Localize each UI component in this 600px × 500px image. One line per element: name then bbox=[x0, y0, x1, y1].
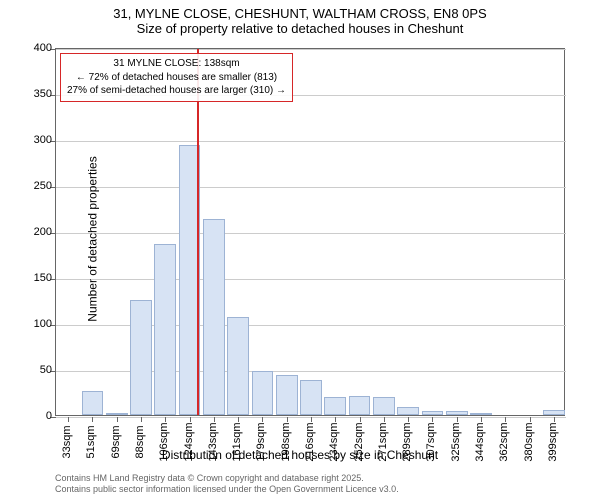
chart-container: 31, MYLNE CLOSE, CHESHUNT, WALTHAM CROSS… bbox=[0, 0, 600, 500]
marker-line bbox=[197, 49, 199, 415]
x-tick-label: 271sqm bbox=[377, 422, 389, 461]
x-tick-label: 252sqm bbox=[353, 422, 365, 461]
bar bbox=[470, 413, 492, 415]
x-tick-label: 124sqm bbox=[183, 422, 195, 461]
bar bbox=[276, 375, 298, 415]
x-tick-mark bbox=[287, 417, 288, 422]
y-tick-label: 100 bbox=[34, 318, 52, 330]
x-tick-mark bbox=[505, 417, 506, 422]
x-tick-mark bbox=[408, 417, 409, 422]
x-tick-label: 198sqm bbox=[280, 422, 292, 461]
footer-line-1: Contains HM Land Registry data © Crown c… bbox=[55, 473, 399, 485]
annotation-line-1: 31 MYLNE CLOSE: 138sqm bbox=[67, 57, 286, 71]
x-tick-mark bbox=[335, 417, 336, 422]
x-tick-mark bbox=[262, 417, 263, 422]
x-tick-label: 325sqm bbox=[450, 422, 462, 461]
bar bbox=[82, 391, 104, 415]
y-tick-label: 200 bbox=[34, 226, 52, 238]
x-tick-mark bbox=[530, 417, 531, 422]
x-tick-mark bbox=[92, 417, 93, 422]
x-tick-label: 234sqm bbox=[328, 422, 340, 461]
gridline bbox=[56, 141, 566, 142]
bar bbox=[154, 244, 176, 415]
x-tick-label: 69sqm bbox=[110, 425, 122, 458]
bar bbox=[227, 317, 249, 415]
gridline bbox=[56, 233, 566, 234]
bar bbox=[324, 397, 346, 415]
bar bbox=[130, 300, 152, 415]
title-line-1: 31, MYLNE CLOSE, CHESHUNT, WALTHAM CROSS… bbox=[0, 6, 600, 21]
x-tick-label: 307sqm bbox=[425, 422, 437, 461]
x-tick-mark bbox=[68, 417, 69, 422]
y-tick-label: 400 bbox=[34, 42, 52, 54]
y-tick-label: 150 bbox=[34, 272, 52, 284]
x-tick-label: 179sqm bbox=[255, 422, 267, 461]
x-tick-mark bbox=[481, 417, 482, 422]
x-tick-mark bbox=[165, 417, 166, 422]
x-tick-mark bbox=[190, 417, 191, 422]
x-tick-mark bbox=[141, 417, 142, 422]
x-tick-label: 33sqm bbox=[61, 425, 73, 458]
x-tick-mark bbox=[384, 417, 385, 422]
bar bbox=[397, 407, 419, 415]
x-tick-label: 362sqm bbox=[498, 422, 510, 461]
plot-area bbox=[55, 48, 565, 416]
y-tick-label: 250 bbox=[34, 180, 52, 192]
gridline bbox=[56, 49, 566, 50]
x-tick-mark bbox=[214, 417, 215, 422]
x-tick-label: 216sqm bbox=[304, 422, 316, 461]
x-tick-label: 380sqm bbox=[523, 422, 535, 461]
annotation-line-3: 27% of semi-detached houses are larger (… bbox=[67, 84, 286, 98]
x-tick-mark bbox=[311, 417, 312, 422]
x-tick-label: 88sqm bbox=[134, 425, 146, 458]
bar bbox=[300, 380, 322, 415]
gridline bbox=[56, 279, 566, 280]
x-tick-mark bbox=[554, 417, 555, 422]
y-tick-label: 300 bbox=[34, 134, 52, 146]
bar bbox=[106, 413, 128, 415]
x-tick-mark bbox=[457, 417, 458, 422]
bar bbox=[252, 371, 274, 415]
x-tick-mark bbox=[432, 417, 433, 422]
bar bbox=[203, 219, 225, 415]
x-tick-label: 51sqm bbox=[85, 425, 97, 458]
footer-attribution: Contains HM Land Registry data © Crown c… bbox=[55, 473, 399, 496]
y-tick-label: 50 bbox=[40, 364, 52, 376]
x-tick-mark bbox=[117, 417, 118, 422]
title-line-2: Size of property relative to detached ho… bbox=[0, 21, 600, 36]
bar bbox=[446, 411, 468, 415]
x-tick-label: 399sqm bbox=[547, 422, 559, 461]
y-tick-label: 350 bbox=[34, 88, 52, 100]
y-tick-label: 0 bbox=[46, 410, 52, 422]
annotation-line-2: ← 72% of detached houses are smaller (81… bbox=[67, 71, 286, 85]
footer-line-2: Contains public sector information licen… bbox=[55, 484, 399, 496]
bar bbox=[543, 410, 565, 415]
bar bbox=[422, 411, 444, 415]
x-tick-mark bbox=[360, 417, 361, 422]
bar bbox=[373, 397, 395, 415]
y-axis-title: Number of detached properties bbox=[86, 156, 100, 321]
x-tick-label: 289sqm bbox=[401, 422, 413, 461]
bar bbox=[349, 396, 371, 415]
gridline bbox=[56, 187, 566, 188]
annotation-box: 31 MYLNE CLOSE: 138sqm← 72% of detached … bbox=[60, 53, 293, 102]
x-tick-label: 344sqm bbox=[474, 422, 486, 461]
x-tick-label: 106sqm bbox=[158, 422, 170, 461]
x-tick-mark bbox=[238, 417, 239, 422]
x-tick-label: 143sqm bbox=[207, 422, 219, 461]
x-tick-label: 161sqm bbox=[231, 422, 243, 461]
title-block: 31, MYLNE CLOSE, CHESHUNT, WALTHAM CROSS… bbox=[0, 0, 600, 36]
